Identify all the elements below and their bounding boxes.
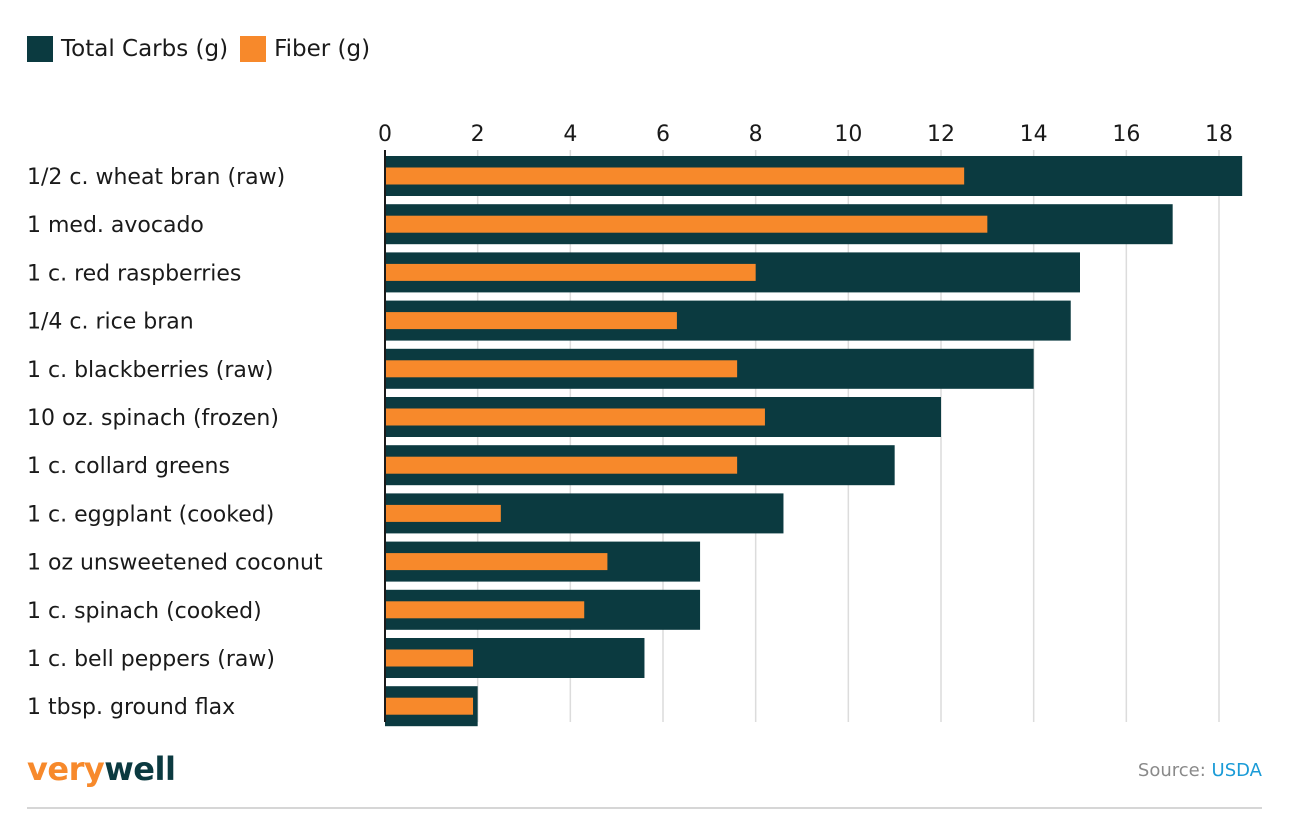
bar-fiber [385, 504, 501, 522]
category-label: 1 c. spinach (cooked) [27, 599, 262, 624]
x-tick-label: 10 [834, 122, 862, 147]
bar-fiber [385, 360, 738, 378]
legend-label-total-carbs: Total Carbs (g) [61, 36, 229, 62]
legend-swatch-total-carbs [27, 36, 53, 62]
category-label: 1 med. avocado [27, 213, 204, 238]
legend-item-fiber: Fiber (g) [240, 36, 370, 62]
category-label: 1 c. blackberries (raw) [27, 358, 273, 383]
x-tick-label: 0 [378, 122, 392, 147]
bar-fiber [385, 553, 608, 571]
x-tick-label: 2 [471, 122, 485, 147]
logo-well: well [104, 750, 176, 788]
source-credit: Source: USDA [1138, 760, 1262, 781]
category-label: 1 c. eggplant (cooked) [27, 502, 274, 527]
x-tick-label: 12 [927, 122, 955, 147]
bar-fiber [385, 312, 677, 330]
bar-fiber [385, 408, 765, 426]
x-tick-label: 8 [749, 122, 763, 147]
chart-legend: Total Carbs (g) Fiber (g) [27, 36, 382, 62]
logo-very: very [27, 750, 105, 788]
bar-fiber [385, 263, 756, 281]
category-label: 1 c. collard greens [27, 454, 230, 479]
source-link[interactable]: USDA [1211, 760, 1262, 781]
category-label: 1 oz unsweetened coconut [27, 551, 323, 576]
category-label: 10 oz. spinach (frozen) [27, 406, 279, 431]
bar-fiber [385, 649, 474, 667]
x-tick-label: 4 [563, 122, 577, 147]
legend-label-fiber: Fiber (g) [274, 36, 371, 62]
category-label: 1 c. bell peppers (raw) [27, 647, 275, 672]
x-tick-label: 16 [1112, 122, 1140, 147]
verywell-logo: verywell [27, 750, 176, 788]
category-label: 1/4 c. rice bran [27, 310, 194, 335]
footer-divider [27, 807, 1262, 809]
bar-fiber [385, 456, 738, 474]
category-label: 1/2 c. wheat bran (raw) [27, 165, 285, 190]
bar-fiber [385, 167, 965, 185]
bar-fiber [385, 601, 585, 619]
x-tick-label: 6 [656, 122, 670, 147]
legend-swatch-fiber [240, 36, 267, 62]
bar-fiber [385, 215, 988, 233]
bar-fiber [385, 697, 474, 715]
x-tick-label: 14 [1020, 122, 1048, 147]
category-label: 1 tbsp. ground flax [27, 695, 235, 720]
x-tick-label: 18 [1205, 122, 1233, 147]
legend-item-total-carbs: Total Carbs (g) [27, 36, 228, 62]
source-label: Source: [1137, 760, 1212, 781]
category-label: 1 c. red raspberries [27, 261, 241, 286]
